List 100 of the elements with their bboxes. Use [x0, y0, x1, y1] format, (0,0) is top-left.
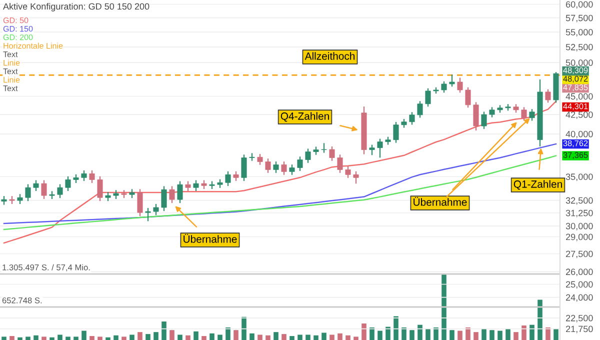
candlestick	[273, 162, 279, 173]
annotation: Text	[3, 68, 18, 74]
bar	[546, 327, 550, 340]
ref-line-label: 48,072	[563, 76, 588, 83]
bar	[162, 322, 166, 340]
bar	[58, 334, 62, 340]
candlestick	[353, 171, 359, 184]
candlestick	[441, 81, 447, 93]
bar	[394, 316, 398, 340]
bar	[442, 274, 446, 340]
candlestick	[225, 171, 231, 186]
bar	[482, 328, 486, 340]
bar	[66, 336, 70, 340]
candlestick	[425, 88, 431, 107]
bar	[498, 330, 502, 340]
candlestick	[457, 78, 463, 93]
y-tick-label: 30,000	[566, 222, 593, 230]
candlestick	[473, 102, 479, 130]
chart-title: Aktive Konfiguration: GD 50 150 200	[3, 3, 150, 12]
bar	[530, 324, 534, 340]
candlestick	[249, 153, 255, 161]
bar	[26, 336, 30, 340]
bar	[386, 326, 390, 340]
candlestick	[481, 112, 487, 129]
candlestick	[137, 189, 143, 216]
bar	[146, 334, 150, 340]
candlestick	[161, 186, 167, 212]
candlestick	[321, 143, 327, 153]
bar	[258, 334, 262, 340]
y-tick-label: 57,500	[566, 14, 593, 22]
y-tick-label: 55,000	[566, 29, 593, 36]
bar	[154, 332, 158, 340]
y-tick-label: 32,500	[566, 197, 593, 205]
bar	[274, 332, 278, 340]
annotation: Text	[3, 52, 18, 58]
bar	[98, 336, 102, 340]
candlestick	[177, 181, 183, 204]
candlestick	[305, 148, 311, 163]
candlestick	[393, 122, 399, 143]
y-tick-label: 29,000	[566, 234, 593, 242]
candlestick	[153, 204, 159, 216]
candlestick	[89, 170, 95, 183]
bar	[426, 328, 430, 340]
bar	[178, 334, 182, 340]
y-tick-label: 35,000	[566, 174, 593, 182]
ref-line-label: 652.748 S.	[2, 297, 42, 304]
bar	[538, 300, 542, 340]
bar	[218, 334, 222, 340]
candlestick	[145, 208, 151, 222]
bar	[122, 336, 126, 340]
bar	[250, 333, 254, 340]
bar	[18, 337, 22, 340]
annotation: Horizontale Linie	[4, 42, 63, 49]
bar	[210, 333, 214, 340]
ref-line-label: 1.305.497 S. / 57,4 Mio.	[2, 264, 90, 272]
candlestick	[169, 186, 175, 204]
candlestick	[489, 107, 495, 118]
annotation: Allzeithoch	[304, 52, 355, 60]
candlestick	[369, 144, 375, 156]
bar	[42, 336, 46, 340]
bar	[298, 334, 302, 340]
bar	[474, 332, 478, 340]
bar	[418, 324, 422, 340]
bar	[434, 327, 438, 340]
candlestick	[337, 154, 343, 173]
bar	[226, 327, 230, 340]
candlestick	[417, 101, 423, 118]
bar	[514, 332, 518, 340]
bar	[354, 336, 358, 340]
candlestick	[57, 184, 63, 198]
bar	[306, 334, 310, 340]
candlestick	[297, 156, 303, 171]
annotation: Text	[3, 86, 18, 92]
y-tick-label: 60,000	[566, 1, 593, 9]
bar	[2, 336, 6, 340]
y-tick-label: 31,250	[566, 210, 593, 218]
bar	[194, 331, 198, 340]
candlestick	[465, 87, 471, 108]
bar	[138, 332, 142, 340]
bar	[10, 336, 14, 340]
bar	[74, 336, 78, 340]
bar	[266, 335, 270, 340]
y-tick-label: 25,000	[566, 281, 593, 289]
bar	[90, 336, 94, 340]
bar	[130, 334, 134, 340]
candlestick	[329, 146, 335, 161]
bar	[34, 335, 38, 340]
annotation: Linie	[4, 76, 20, 83]
candlestick	[449, 74, 455, 87]
bar	[338, 333, 342, 340]
y-tick-label: 22,500	[566, 314, 593, 322]
candlestick	[529, 109, 535, 121]
bar	[506, 328, 510, 340]
bar	[458, 330, 462, 340]
bar	[82, 330, 86, 340]
candlestick	[377, 138, 383, 158]
text: GD: 150	[3, 26, 33, 32]
bar	[290, 336, 294, 340]
y-tick-label: 50,000	[566, 60, 593, 67]
bar	[106, 337, 110, 340]
